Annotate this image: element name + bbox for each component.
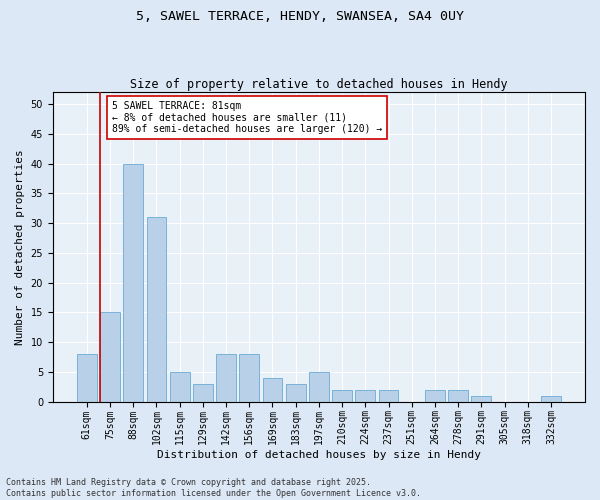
Bar (472, 396, 491, 402)
Bar (332, 390, 352, 402)
Bar (193, 384, 213, 402)
Bar (286, 384, 305, 402)
Bar (379, 390, 398, 402)
Bar (146, 217, 166, 402)
Text: 5, SAWEL TERRACE, HENDY, SWANSEA, SA4 0UY: 5, SAWEL TERRACE, HENDY, SWANSEA, SA4 0U… (136, 10, 464, 23)
Bar (216, 354, 236, 402)
Bar (77, 354, 97, 402)
Bar (448, 390, 468, 402)
Bar (263, 378, 283, 402)
Bar (541, 396, 561, 402)
Bar (425, 390, 445, 402)
Text: 5 SAWEL TERRACE: 81sqm
← 8% of detached houses are smaller (11)
89% of semi-deta: 5 SAWEL TERRACE: 81sqm ← 8% of detached … (112, 101, 383, 134)
Text: Contains HM Land Registry data © Crown copyright and database right 2025.
Contai: Contains HM Land Registry data © Crown c… (6, 478, 421, 498)
Bar (100, 312, 120, 402)
Bar (309, 372, 329, 402)
Bar (170, 372, 190, 402)
X-axis label: Distribution of detached houses by size in Hendy: Distribution of detached houses by size … (157, 450, 481, 460)
Bar (239, 354, 259, 402)
Y-axis label: Number of detached properties: Number of detached properties (15, 149, 25, 344)
Bar (124, 164, 143, 402)
Bar (355, 390, 375, 402)
Title: Size of property relative to detached houses in Hendy: Size of property relative to detached ho… (130, 78, 508, 91)
